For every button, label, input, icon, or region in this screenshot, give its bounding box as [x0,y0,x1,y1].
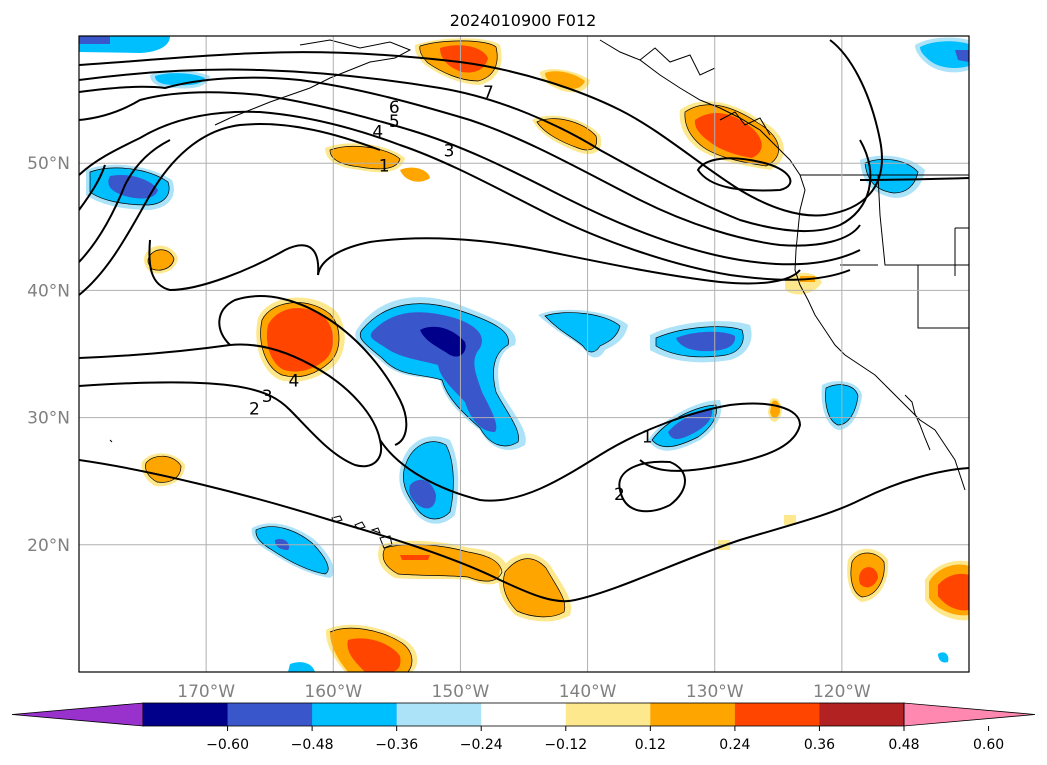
lon-label: 160°W [304,682,362,702]
height-contours [79,39,969,603]
map-title: 2024010900 F012 [450,11,597,30]
contour-label: 4 [288,372,299,392]
coastlines [109,39,969,491]
contour-label: 1 [642,428,653,448]
lat-label: 40°N [27,281,70,301]
lat-label: 30°N [27,409,70,429]
colorbar-tick-label: 0.60 [973,737,1004,753]
contour-label: 3 [262,387,273,407]
colorbar-tick-label: 0.24 [719,737,750,753]
colorbar: −0.60 −0.48 −0.36 −0.24 −0.12 0.12 0.24 0.36 0.4… [11,702,1036,753]
contour-label: 1 [379,157,390,177]
contour-label: 6 [389,98,400,118]
lon-label: 170°W [177,682,235,702]
colorbar-tick-label: 0.12 [635,737,666,753]
contour-label: 2 [249,400,260,420]
latitude-axis-labels: 50°N 40°N 30°N 20°N [27,154,70,556]
lon-label: 140°W [559,682,617,702]
lon-label: 120°W [813,682,871,702]
longitude-axis-labels: 170°W 160°W 150°W 140°W 130°W 120°W [177,682,871,702]
colorbar-extend-low [11,702,144,727]
colorbar-tick-label: −0.36 [375,737,418,753]
lon-label: 130°W [686,682,744,702]
colorbar-segment [650,703,736,726]
map-frame [78,35,970,673]
contour-label: 3 [444,141,455,161]
colorbar-segment [565,703,651,726]
lat-label: 20°N [27,536,70,556]
colorbar-segment [143,703,229,726]
contour-label: 2 [614,485,625,505]
colorbar-tick-label: −0.60 [206,737,249,753]
lat-label: 50°N [27,154,70,174]
colorbar-segment [396,703,482,726]
colorbar-segment [312,703,398,726]
colorbar-segment [227,703,313,726]
colorbar-segment [734,703,820,726]
colorbar-segment [481,703,567,726]
colorbar-segment [819,703,905,726]
lon-label: 150°W [432,682,490,702]
colorbar-tick-label: 0.36 [804,737,835,753]
colorbar-tick-label: −0.24 [460,737,503,753]
colorbar-extend-high [903,702,1036,727]
contour-label: 7 [483,83,494,103]
colorbar-tick-label: −0.12 [544,737,587,753]
contour-label: 4 [372,122,383,142]
colorbar-tick-label: −0.48 [291,737,334,753]
colorbar-frame [142,702,905,727]
colorbar-tick-label: 0.48 [888,737,919,753]
contour-label: 5 [389,112,400,132]
